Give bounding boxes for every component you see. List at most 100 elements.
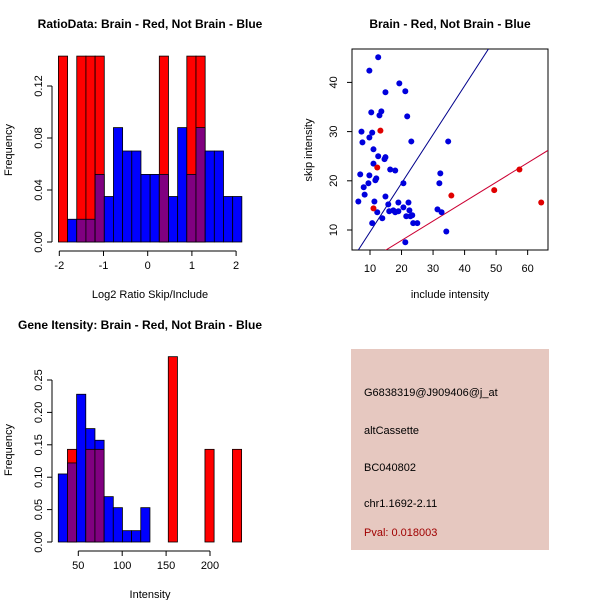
- bar-overlap: [94, 173, 105, 243]
- bar-overlap: [158, 173, 169, 243]
- point-not-brain: [366, 67, 373, 74]
- point-not-brain: [369, 220, 376, 227]
- point-not-brain: [405, 199, 412, 206]
- point-brain: [377, 127, 384, 134]
- bar-not-brain: [140, 507, 151, 543]
- point-brain: [538, 199, 545, 206]
- y-tick-label: 10: [328, 224, 340, 236]
- bar-not-brain: [67, 218, 78, 243]
- x-tick-label: -1: [99, 260, 109, 272]
- point-not-brain: [395, 208, 402, 215]
- y-tick-label: 40: [328, 76, 340, 88]
- point-not-brain: [375, 54, 382, 61]
- x-tick-label: 20: [395, 263, 407, 275]
- bar-overlap: [67, 462, 78, 543]
- info-panel: G6838319@J909406@j_at altCassette BC0408…: [351, 349, 549, 550]
- point-not-brain: [404, 113, 411, 120]
- ratio-histogram: RatioData: Brain - Red, Not Brain - Blue…: [3, 17, 263, 301]
- bar-brain: [76, 55, 87, 243]
- bar-not-brain: [103, 196, 114, 243]
- bar-not-brain: [140, 173, 151, 243]
- x-tick-label: 10: [364, 263, 376, 275]
- x-tick-label: 50: [72, 560, 84, 572]
- bar-not-brain: [103, 496, 114, 543]
- point-not-brain: [382, 193, 389, 200]
- point-not-brain: [368, 109, 375, 116]
- x-tick-label: 50: [490, 263, 502, 275]
- x-axis-label: include intensity: [411, 289, 490, 301]
- bar-not-brain: [112, 507, 123, 543]
- point-not-brain: [409, 212, 416, 219]
- bar-not-brain: [122, 530, 133, 543]
- bar-not-brain: [131, 150, 142, 243]
- y-axis-label: Frequency: [3, 424, 15, 476]
- x-axis-label: Log2 Ratio Skip/Include: [92, 289, 208, 301]
- point-not-brain: [371, 198, 378, 205]
- point-brain: [374, 164, 381, 171]
- location: chr1.1692-2.11: [364, 498, 437, 510]
- bar-overlap: [76, 218, 87, 243]
- bar-not-brain: [149, 173, 160, 243]
- point-not-brain: [374, 209, 381, 216]
- point-not-brain: [355, 198, 362, 205]
- point-not-brain: [443, 228, 450, 235]
- point-not-brain: [385, 201, 392, 208]
- point-not-brain: [366, 134, 373, 141]
- point-not-brain: [392, 167, 399, 174]
- bar-overlap: [94, 448, 105, 543]
- point-brain: [516, 166, 523, 173]
- point-brain: [491, 187, 498, 194]
- point-not-brain: [361, 191, 368, 198]
- point-not-brain: [436, 180, 443, 187]
- event-type: altCassette: [364, 425, 419, 437]
- bar-not-brain: [76, 393, 87, 543]
- chart-title: Brain - Red, Not Brain - Blue: [369, 17, 531, 31]
- bar-overlap: [186, 173, 197, 243]
- bar-not-brain: [177, 127, 188, 243]
- bar-not-brain: [213, 150, 224, 243]
- fit-line: [385, 150, 548, 250]
- bar-overlap: [85, 218, 96, 243]
- x-axis-label: Intensity: [130, 589, 171, 600]
- y-tick-label: 0.05: [33, 499, 45, 520]
- intensity-scatter: Brain - Red, Not Brain - Blue 10 20 30 40 50…: [303, 17, 549, 301]
- point-not-brain: [438, 209, 445, 216]
- y-tick-label: 0.10: [33, 466, 45, 487]
- bar-brain: [167, 356, 178, 543]
- y-tick-label: 0.00: [33, 531, 45, 552]
- point-not-brain: [402, 239, 409, 246]
- bar-overlap: [195, 127, 206, 243]
- x-tick-label: 100: [113, 560, 131, 572]
- y-axis-label: Frequency: [3, 124, 15, 176]
- point-not-brain: [381, 156, 388, 163]
- point-not-brain: [358, 128, 365, 135]
- x-tick-label: 0: [145, 260, 151, 272]
- chart-title: RatioData: Brain - Red, Not Brain - Blue: [38, 17, 263, 31]
- bar-not-brain: [57, 473, 68, 543]
- point-not-brain: [372, 177, 379, 184]
- point-not-brain: [382, 89, 389, 96]
- point-not-brain: [376, 112, 383, 119]
- info-panel-background: [351, 349, 549, 550]
- point-not-brain: [369, 129, 376, 136]
- point-brain: [370, 205, 377, 212]
- point-not-brain: [365, 180, 372, 187]
- point-not-brain: [402, 88, 409, 95]
- bar-brain: [58, 55, 68, 243]
- bar-not-brain: [204, 150, 215, 243]
- point-not-brain: [379, 215, 386, 222]
- point-not-brain: [396, 80, 403, 87]
- bar-brain: [204, 448, 215, 543]
- point-not-brain: [370, 146, 377, 153]
- bar-not-brain: [168, 196, 179, 243]
- y-tick-label: 20: [328, 175, 340, 187]
- point-not-brain: [395, 199, 402, 206]
- bar-not-brain: [232, 196, 243, 243]
- y-tick-label: 0.08: [33, 127, 45, 148]
- y-tick-label: 0.04: [33, 179, 45, 200]
- chart-title: Gene Itensity: Brain - Red, Not Brain - …: [18, 318, 262, 332]
- y-tick-label: 0.12: [33, 75, 45, 96]
- plot-box: [351, 48, 549, 251]
- probe-id: G6838319@J909406@j_at: [364, 387, 498, 399]
